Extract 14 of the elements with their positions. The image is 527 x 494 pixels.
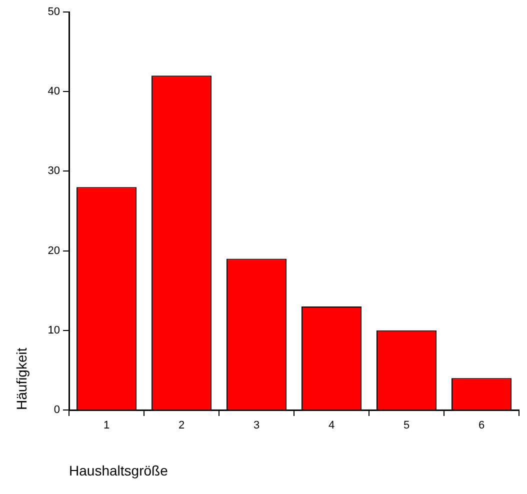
y-tick-label: 20 [48, 244, 60, 257]
y-tick-label: 10 [48, 324, 60, 336]
y-axis-title: Häufigkeit [13, 348, 30, 410]
y-tick-label: 40 [48, 86, 60, 98]
y-tick-label: 30 [48, 165, 60, 178]
x-axis-title: Haushaltsgröße [69, 462, 168, 478]
x-tick-label: 3 [253, 420, 260, 432]
x-tick-label: 6 [478, 420, 485, 432]
x-tick-label: 4 [328, 420, 335, 432]
y-tick-label: 50 [48, 6, 60, 18]
x-tick-label: 1 [103, 420, 110, 432]
x-tick-label: 5 [403, 420, 410, 432]
y-tick-label: 0 [54, 404, 60, 416]
x-tick-label: 2 [178, 420, 185, 432]
